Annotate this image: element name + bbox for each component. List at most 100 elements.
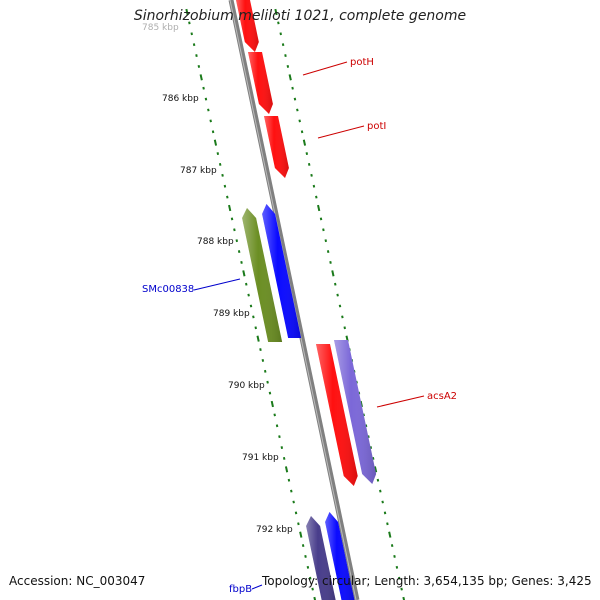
tick-mark-inner: [297, 522, 300, 526]
tick-mark-inner: [270, 400, 274, 408]
callout-line-poti: [317, 125, 365, 139]
kbp-label-786: 786 kbp: [162, 94, 199, 104]
tick-mark-inner: [284, 466, 289, 473]
tick-mark-inner: [197, 65, 201, 68]
tick-mark-inner: [259, 348, 262, 351]
kbp-label-792: 792 kbp: [256, 525, 293, 535]
gene-arrow-top-partial-shading: [236, 0, 259, 52]
callout-line-smc00838: [193, 278, 241, 291]
tick-mark-outer: [281, 43, 285, 47]
gene-arrow-poth-shading: [248, 52, 273, 114]
tick-mark-outer: [293, 97, 297, 101]
tick-mark-inner: [240, 261, 243, 264]
kbp-label-785: 785 kbp: [142, 23, 179, 33]
tick-mark-outer: [288, 74, 292, 81]
callout-line-fbpb: [251, 584, 263, 590]
tick-mark-inner: [211, 130, 215, 134]
tick-mark-inner: [230, 217, 234, 221]
kbp-label-788: 788 kbp: [197, 237, 234, 247]
tick-mark-inner: [273, 413, 276, 417]
tick-mark-outer: [284, 54, 287, 57]
tick-mark-inner: [185, 8, 189, 16]
tick-mark-inner: [226, 195, 229, 199]
tick-mark-outer: [305, 152, 309, 155]
tick-mark-outer: [376, 478, 380, 482]
tick-mark-outer: [398, 576, 401, 580]
kbp-label-791: 791 kbp: [242, 453, 279, 463]
tick-mark-outer: [319, 217, 323, 221]
tick-mark-inner: [223, 184, 227, 188]
genome-stats-text: Topology: circular; Length: 3,654,135 bp…: [262, 574, 592, 588]
tick-mark-outer: [381, 500, 384, 504]
tick-mark-inner: [306, 565, 310, 569]
tick-mark-outer: [324, 239, 328, 243]
tick-mark-inner: [192, 43, 196, 47]
tick-mark-outer: [302, 139, 307, 146]
tick-mark-inner: [242, 270, 246, 277]
tick-mark-inner: [282, 457, 286, 460]
tick-mark-inner: [290, 489, 293, 493]
genome-backbone: [228, 0, 360, 600]
tick-mark-outer: [390, 544, 394, 547]
tick-mark-inner: [199, 74, 203, 81]
tick-mark-outer: [379, 489, 382, 493]
tick-mark-inner: [195, 54, 198, 57]
tick-mark-inner: [256, 335, 260, 342]
tick-mark-outer: [291, 86, 294, 90]
tick-mark-inner: [218, 163, 222, 166]
tick-mark-inner: [278, 435, 281, 439]
gene-label-poti[interactable]: potI: [367, 121, 386, 132]
gene-arrow-blue-2-shading: [325, 512, 355, 600]
callout-line-poth: [302, 61, 348, 76]
tick-mark-inner: [188, 21, 191, 25]
tick-mark-outer: [315, 195, 318, 199]
tick-mark-inner: [252, 315, 255, 319]
tick-mark-inner: [207, 108, 210, 112]
tick-mark-outer: [393, 555, 396, 558]
gene-label-poth[interactable]: potH: [350, 57, 374, 68]
tick-mark-inner: [235, 239, 239, 243]
tick-mark-outer: [307, 163, 311, 166]
gene-arrows: [236, 0, 377, 600]
tick-mark-outer: [331, 270, 335, 277]
tick-mark-inner: [275, 424, 279, 428]
tick-mark-inner: [209, 119, 212, 123]
tick-mark-outer: [279, 32, 282, 36]
tick-mark-outer: [317, 204, 321, 212]
tick-mark-inner: [299, 531, 303, 538]
tick-mark-inner: [311, 587, 314, 591]
tick-mark-inner: [233, 228, 236, 232]
tick-mark-inner: [249, 304, 253, 308]
tick-mark-outer: [329, 261, 332, 264]
gene-arrow-acsa2-shading: [316, 344, 358, 486]
tick-mark-outer: [322, 228, 325, 232]
tick-mark-inner: [292, 500, 295, 504]
tick-dots-inner: [185, 8, 317, 600]
kbp-label-787: 787 kbp: [180, 166, 217, 176]
tick-mark-inner: [245, 282, 248, 286]
tick-mark-outer: [373, 466, 378, 473]
tick-mark-inner: [268, 391, 272, 395]
tick-mark-outer: [386, 522, 389, 526]
tick-mark-inner: [202, 86, 205, 90]
tick-mark-outer: [369, 446, 373, 449]
accession-text: Accession: NC_003047: [9, 574, 146, 588]
tick-mark-outer: [400, 587, 403, 591]
tick-mark-inner: [313, 596, 317, 600]
gene-label-fbpb[interactable]: fbpB: [229, 584, 252, 595]
tick-mark-inner: [216, 152, 220, 155]
tick-mark-inner: [247, 293, 250, 297]
tick-mark-outer: [388, 531, 392, 538]
tick-mark-outer: [286, 65, 290, 68]
tick-mark-outer: [310, 173, 313, 177]
tick-mark-outer: [296, 108, 299, 112]
tick-mark-inner: [237, 250, 241, 253]
gene-label-smc00838[interactable]: SMc00838: [142, 284, 194, 295]
gene-arrow-lavender-shading: [334, 340, 377, 484]
gene-arrow-smc00838-shading: [242, 208, 283, 342]
kbp-label-789: 789 kbp: [213, 309, 250, 319]
tick-mark-inner: [287, 478, 291, 482]
gene-arrow-poti-shading: [264, 116, 289, 178]
gene-label-acsa2[interactable]: acsA2: [427, 391, 457, 402]
tick-mark-inner: [254, 326, 257, 330]
